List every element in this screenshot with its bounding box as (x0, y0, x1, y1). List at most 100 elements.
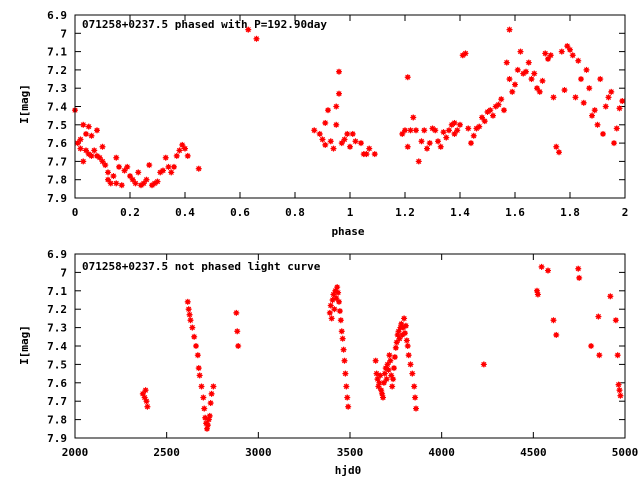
phased-data-point (176, 147, 183, 154)
unphased-data-point (341, 357, 348, 364)
phased-data-point (432, 127, 439, 134)
unphased-data-point (210, 383, 217, 390)
unphased-data-point (345, 403, 352, 410)
unphased-data-point (193, 343, 199, 349)
phased-data-point (594, 121, 601, 128)
unphased-data-point (196, 372, 203, 379)
phased-data-point (195, 165, 202, 172)
unphased-data-point (405, 352, 412, 359)
phased-data-point (341, 136, 348, 143)
phased-data-point (539, 77, 546, 84)
unphased-data-point (385, 366, 392, 373)
phased-data-point (509, 88, 516, 95)
phased-data-point (349, 130, 356, 137)
phased-data-point (498, 96, 505, 103)
unphased-data-point (614, 352, 621, 359)
phased-data-point (88, 132, 95, 139)
unphased-data-point (372, 357, 379, 364)
phased-data-point (124, 163, 131, 170)
unphased-data-point (575, 265, 582, 272)
phased-data-points (72, 26, 626, 189)
phased-x-tick-label: 0 (72, 206, 79, 219)
phased-data-point (85, 123, 92, 130)
unphased-data-point (387, 357, 394, 364)
phased-data-point (600, 130, 606, 137)
phased-data-point (413, 127, 419, 134)
unphased-data-point (334, 284, 341, 291)
phased-data-point (74, 140, 81, 147)
phased-data-point (171, 163, 177, 170)
phased-data-point (572, 94, 579, 101)
unphased-data-point (402, 322, 409, 329)
phased-data-point (179, 141, 186, 148)
phased-data-point (589, 112, 595, 119)
phased-data-point (129, 176, 136, 183)
unphased-y-tick-labels: 6.9 7 7.1 7.2 7.3 7.4 7.5 7.6 7.7 7.8 7.9 (47, 248, 67, 445)
phased-x-tick-label: 0.4 (175, 206, 195, 219)
phased-x-tick-label: 1.4 (450, 206, 470, 219)
unphased-x-tick-label: 2000 (62, 446, 89, 459)
unphased-data-point (340, 346, 347, 353)
unphased-data-point (553, 331, 560, 338)
phased-light-curve-panel: 071258+0237.5 phased with P=192.90day I[… (18, 9, 628, 238)
unphased-data-point (392, 344, 399, 351)
phased-data-point (88, 152, 95, 159)
phased-data-point (531, 70, 538, 77)
unphased-data-point (380, 379, 387, 386)
unphased-data-point (327, 302, 334, 309)
unphased-data-point (596, 352, 603, 359)
phased-data-point (366, 145, 373, 152)
phased-data-point (154, 178, 161, 185)
phased-data-point (110, 173, 117, 180)
phased-data-point (564, 43, 571, 50)
unphased-data-point (411, 383, 418, 390)
phased-data-point (404, 74, 411, 81)
phased-data-point (83, 147, 89, 154)
phased-data-point (476, 123, 483, 130)
phased-data-point (591, 107, 598, 114)
unphased-data-point (391, 365, 397, 372)
phased-data-point (338, 140, 345, 147)
phased-data-point (160, 167, 166, 174)
unphased-data-point (595, 313, 602, 320)
phased-data-point (118, 182, 125, 189)
phased-data-point (333, 121, 340, 128)
unphased-data-point (233, 309, 240, 316)
phased-data-point (336, 90, 342, 97)
phased-data-point (322, 141, 329, 148)
unphased-data-point (328, 315, 335, 322)
phased-y-tick-label: 7.9 (47, 192, 67, 205)
unphased-x-tick-label: 4500 (520, 446, 547, 459)
unphased-y-tick-label: 7.1 (47, 285, 67, 298)
phased-data-point (536, 88, 543, 95)
phased-data-point (162, 154, 169, 161)
phased-data-point (96, 154, 103, 161)
unphased-data-point (616, 387, 623, 394)
unphased-y-tick-label: 7.9 (47, 432, 67, 445)
phased-data-point (358, 140, 364, 147)
phased-data-point (99, 143, 106, 150)
unphased-light-curve-panel: 071258+0237.5 not phased light curve I[m… (18, 248, 638, 477)
unphased-data-point (409, 370, 416, 377)
phased-data-point (451, 119, 458, 126)
phased-data-point (333, 103, 340, 110)
unphased-data-point (413, 405, 419, 412)
phased-data-point (344, 130, 351, 137)
phased-data-point (165, 163, 172, 170)
unphased-data-point (200, 394, 207, 401)
unphased-y-tick-label: 7 (60, 266, 67, 279)
unphased-data-point (381, 370, 388, 377)
phased-data-point (451, 130, 458, 137)
unphased-data-point (338, 328, 345, 335)
unphased-y-tick-label: 7.2 (47, 303, 67, 316)
phased-y-tick-label: 7.2 (47, 64, 67, 77)
unphased-y-tick-label: 6.9 (47, 248, 67, 261)
phased-data-point (352, 138, 359, 145)
unphased-data-point (189, 324, 196, 331)
phased-data-point (102, 162, 109, 169)
phased-data-point (613, 125, 620, 132)
phased-data-point (347, 143, 353, 150)
unphased-data-point (335, 289, 342, 296)
phased-data-point (121, 167, 128, 174)
unphased-data-point (191, 333, 198, 340)
